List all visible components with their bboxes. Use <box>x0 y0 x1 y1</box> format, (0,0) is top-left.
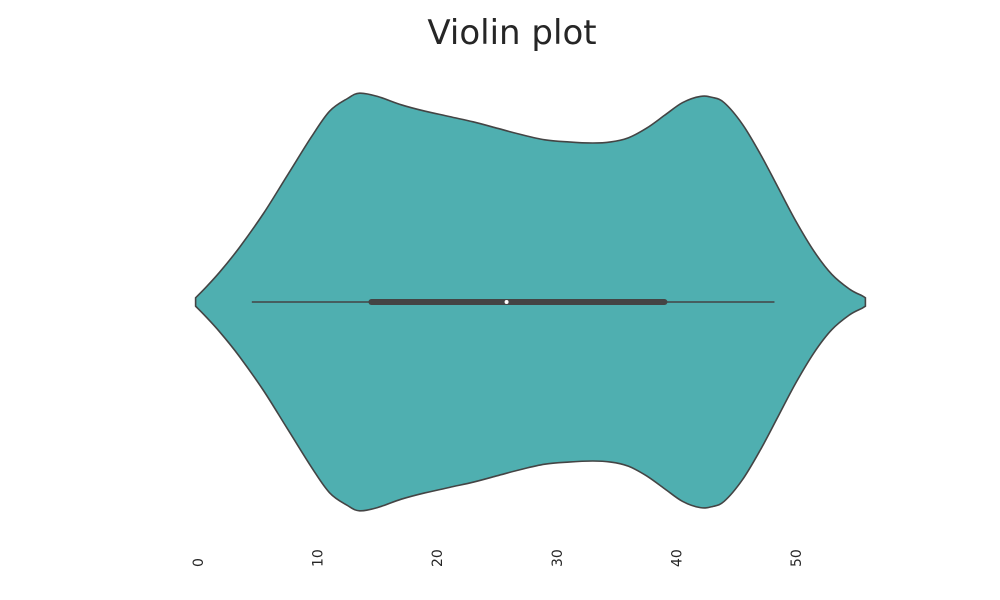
median-point <box>504 300 509 304</box>
x-tick-label: 30 <box>550 549 566 567</box>
chart-title: Violin plot <box>427 13 596 53</box>
x-tick-label: 0 <box>191 558 207 567</box>
x-tick-label: 50 <box>789 549 805 567</box>
x-axis-ticks: 0 10 20 30 40 50 <box>191 549 805 567</box>
x-tick-label: 10 <box>311 549 327 567</box>
x-tick-label: 40 <box>669 549 685 567</box>
plot-area <box>194 92 867 512</box>
x-tick-label: 20 <box>430 549 446 567</box>
